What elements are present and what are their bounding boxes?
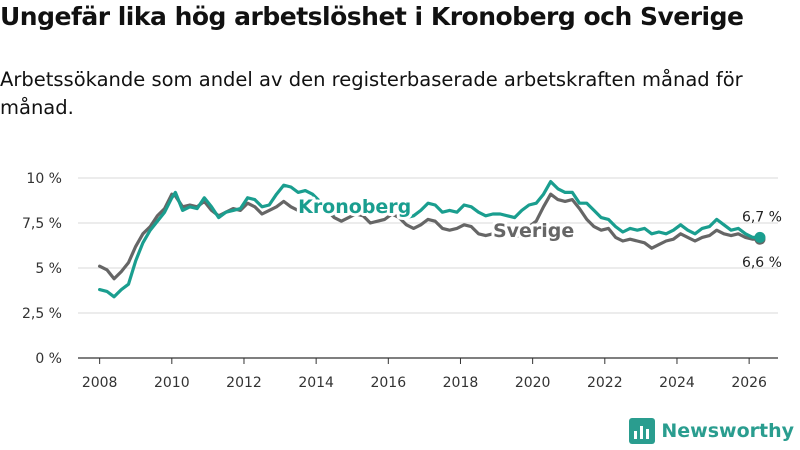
series-line-kronoberg: [98, 180, 762, 299]
series-label-sverige-halo: Sverige: [493, 220, 574, 242]
series-label-kronoberg-text: Kronoberg: [298, 196, 411, 218]
y-tick-label: 2,5 %: [22, 306, 62, 322]
series-label-kronoberg-halo: Kronoberg: [298, 196, 411, 218]
end-label-sverige: 6,6 %: [742, 255, 782, 271]
y-tick-label: 0 %: [35, 351, 62, 367]
x-tick-label: 2014: [298, 375, 334, 391]
newsworthy-logo: Newsworthy: [629, 418, 794, 444]
newsworthy-logo-icon: [629, 418, 656, 444]
x-tick-label: 2016: [370, 375, 406, 391]
series-line-sverige: [98, 192, 762, 281]
y-tick-label: 7,5 %: [22, 216, 62, 232]
x-tick-label: 2026: [731, 375, 767, 391]
chart-title: Ungefär lika hög arbetslöshet i Kronober…: [0, 2, 744, 31]
y-tick-label: 5 %: [35, 261, 62, 277]
x-tick-label: 2018: [443, 375, 479, 391]
x-tick-label: 2020: [515, 375, 551, 391]
grid-layer: [78, 177, 778, 359]
series-layer: [98, 180, 766, 299]
end-label-kronoberg: 6,7 %: [742, 209, 782, 225]
newsworthy-logo-text: Newsworthy: [661, 420, 794, 442]
end-point-kronoberg: [754, 231, 766, 243]
axis-layer: 0 % 2,5 % 5 % 7,5 % 10 % 2008 2010 2012 2014 2016…: [22, 171, 767, 391]
y-tick-label: 10 %: [26, 171, 62, 187]
chart-subtitle: Arbetssökande som andel av den registerb…: [0, 68, 743, 119]
x-tick-label: 2022: [587, 375, 623, 391]
x-tick-label: 2012: [226, 375, 262, 391]
x-tick-label: 2010: [154, 375, 190, 391]
line-chart: 0 % 2,5 % 5 % 7,5 % 10 % 2008 2010 2012 2014 2016…: [22, 171, 782, 391]
x-tick-label: 2024: [659, 375, 695, 391]
series-label-sverige-text: Sverige: [493, 220, 574, 242]
x-tick-label: 2008: [82, 375, 118, 391]
